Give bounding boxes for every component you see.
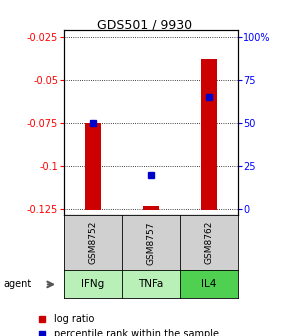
Text: log ratio: log ratio	[54, 314, 94, 324]
Text: IL4: IL4	[201, 280, 217, 289]
Text: IFNg: IFNg	[81, 280, 104, 289]
Text: TNFa: TNFa	[138, 280, 164, 289]
Text: GDS501 / 9930: GDS501 / 9930	[97, 18, 193, 32]
Text: GSM8757: GSM8757	[146, 221, 155, 264]
Text: GSM8752: GSM8752	[88, 221, 97, 264]
Text: percentile rank within the sample: percentile rank within the sample	[54, 329, 219, 336]
Bar	[85, 123, 101, 210]
Bar	[143, 206, 159, 210]
Text: agent: agent	[3, 280, 31, 289]
Bar	[201, 59, 217, 210]
Text: GSM8762: GSM8762	[204, 221, 213, 264]
